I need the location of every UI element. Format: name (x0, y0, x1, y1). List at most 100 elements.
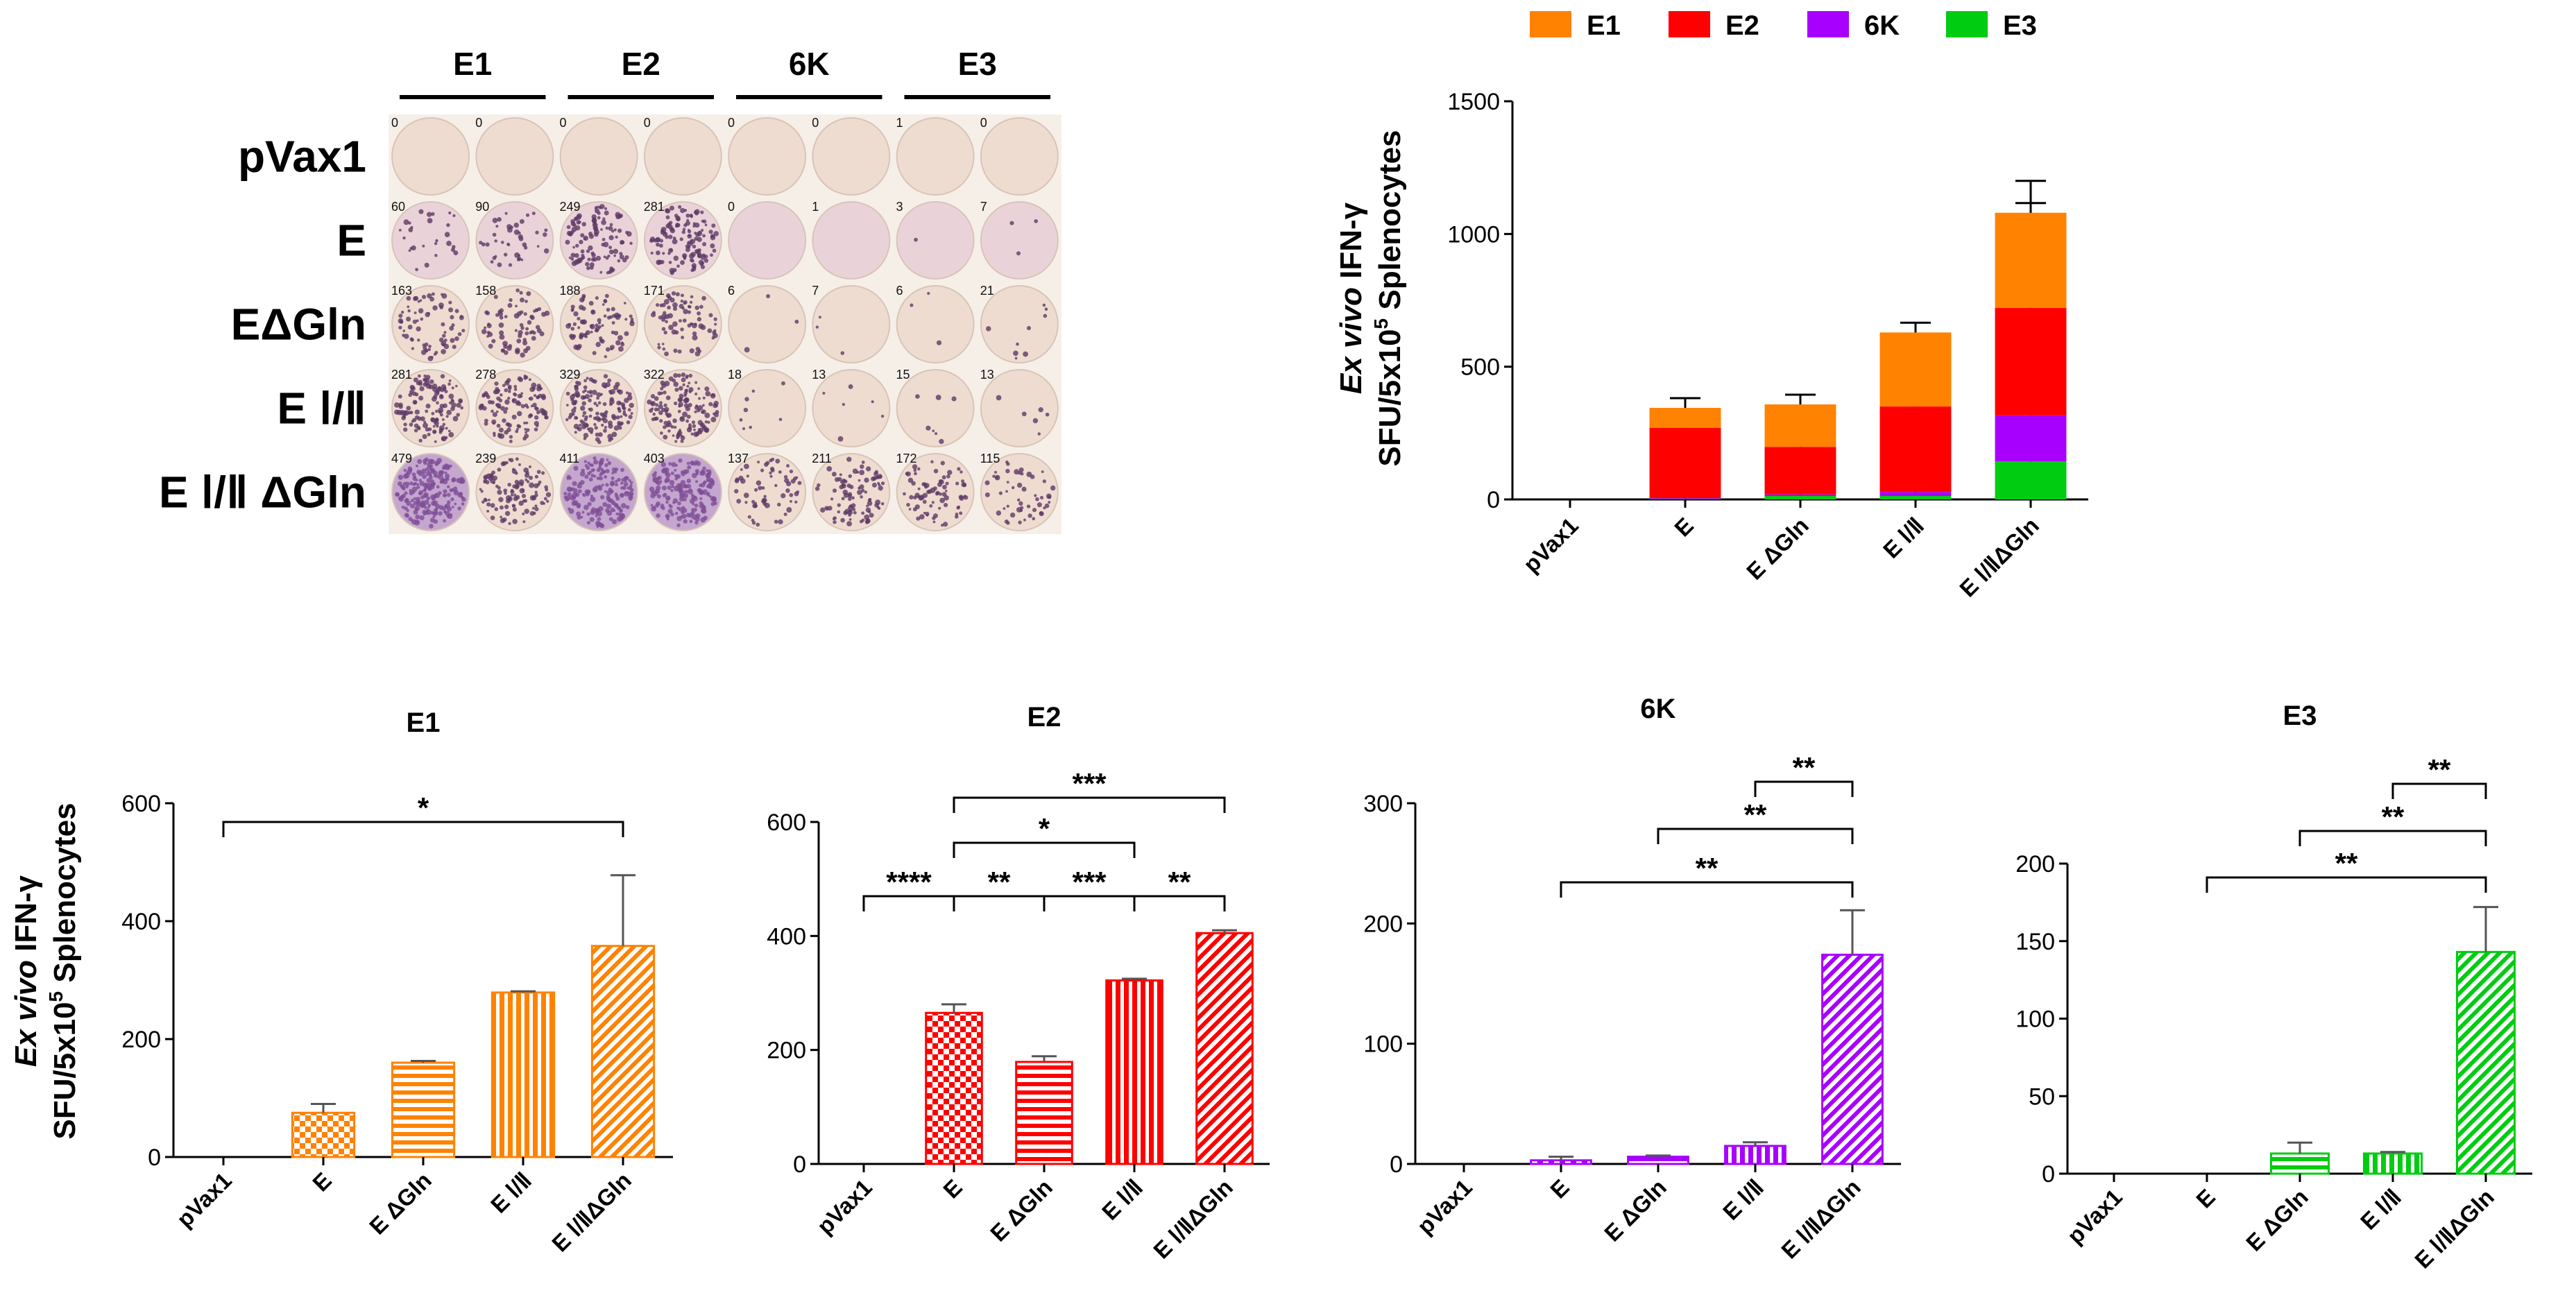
spot (488, 473, 494, 478)
spot (514, 479, 520, 485)
spot (442, 334, 446, 338)
spot (744, 347, 750, 353)
spot (534, 415, 539, 420)
spot (680, 434, 683, 438)
spot (680, 299, 684, 303)
spot (1017, 498, 1021, 502)
spot (697, 311, 701, 316)
spot (649, 486, 655, 492)
spot (667, 252, 671, 255)
spot (603, 314, 607, 318)
spot (441, 384, 447, 390)
spot (414, 415, 420, 420)
spot (833, 516, 837, 520)
spot-count: 281 (391, 368, 412, 382)
significance-label: ** (1696, 852, 1718, 884)
spot (545, 492, 552, 497)
spot (764, 502, 770, 508)
spot (1018, 467, 1024, 472)
spot (686, 427, 692, 433)
spot (593, 402, 597, 406)
stack-segment-6k-e-gln (1995, 415, 2067, 462)
spot (583, 237, 586, 241)
spot-count: 21 (980, 284, 994, 298)
x-tick-label-e-gln: E Ⅰ/ⅡΔGln (547, 1167, 636, 1257)
spot (592, 416, 597, 420)
spot-count: 0 (980, 116, 987, 130)
spot (681, 506, 685, 510)
bar-e (1530, 1159, 1592, 1165)
spot (423, 459, 427, 463)
spot (409, 384, 415, 390)
spot (627, 408, 631, 412)
spot (959, 470, 963, 474)
spot (657, 391, 662, 396)
spot (790, 479, 796, 484)
spot (602, 237, 606, 241)
spot (580, 233, 585, 238)
spot (508, 458, 512, 461)
y-tick-label: 100 (1363, 1031, 1403, 1058)
spot (501, 241, 504, 244)
spot (1013, 350, 1018, 357)
bar-e-gln (1195, 932, 1254, 1165)
spot (797, 481, 802, 486)
spot-count: 0 (728, 116, 735, 130)
spot (524, 431, 527, 434)
spot (860, 495, 863, 499)
spot (668, 325, 674, 330)
significance-label: ** (1793, 751, 1816, 784)
spot (590, 507, 597, 513)
spot (662, 493, 667, 498)
spot-count: 0 (644, 116, 651, 130)
spot (498, 427, 504, 433)
spot (688, 402, 692, 407)
spot (832, 488, 837, 493)
spot (512, 468, 515, 471)
spot (493, 434, 496, 437)
spot (655, 503, 660, 508)
spot (418, 395, 424, 401)
spot (500, 393, 503, 397)
spot (597, 517, 602, 522)
spot-count: 171 (644, 284, 665, 298)
spot (583, 385, 588, 390)
spot (499, 505, 504, 510)
spot (711, 223, 716, 228)
spot (1014, 469, 1020, 475)
spot (597, 417, 602, 422)
spot (452, 214, 456, 218)
spot (690, 214, 694, 218)
spot (574, 400, 578, 404)
spot (513, 229, 520, 235)
spot (933, 468, 939, 474)
spot (1018, 520, 1022, 524)
well (475, 453, 554, 531)
y-axis-label-rest: IFN-γ (1334, 202, 1368, 287)
spot (429, 296, 435, 302)
spot (734, 478, 740, 483)
spot (623, 482, 629, 487)
spot (434, 254, 438, 257)
spot (491, 400, 495, 405)
spot (588, 300, 594, 306)
spot (674, 425, 677, 429)
spot (740, 468, 743, 471)
spot (435, 474, 439, 479)
spot (596, 468, 601, 472)
spot (680, 260, 685, 265)
spot (577, 326, 581, 329)
spot (506, 242, 510, 246)
spot (440, 374, 445, 379)
spot (402, 329, 406, 332)
spot (625, 505, 630, 510)
spot (499, 433, 505, 439)
spot (917, 467, 921, 471)
spot (672, 418, 677, 423)
well (896, 117, 975, 196)
spot (543, 502, 545, 505)
spot (867, 498, 872, 502)
spot (652, 311, 656, 315)
spot (833, 520, 837, 524)
